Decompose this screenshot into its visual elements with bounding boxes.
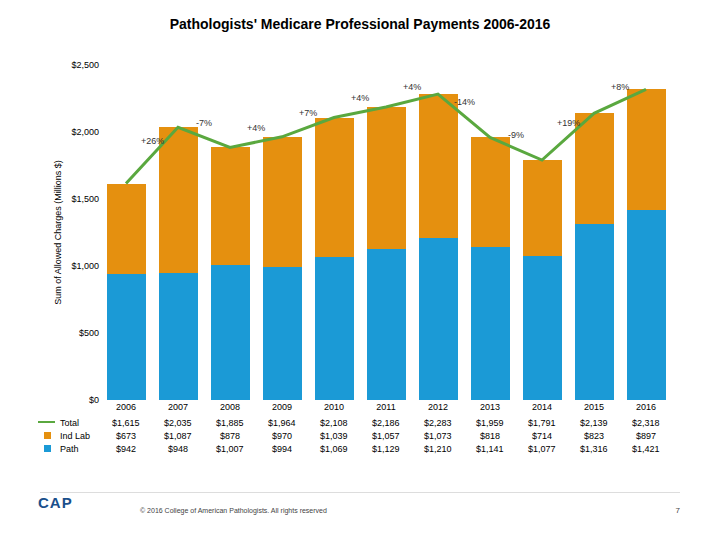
svg-text:2014: 2014 bbox=[532, 402, 552, 412]
svg-text:$2,500: $2,500 bbox=[71, 60, 99, 70]
svg-text:Total: Total bbox=[60, 418, 79, 428]
html-text:© 2016 College of American Pat: © 2016 College of American Pathologists.… bbox=[140, 507, 327, 514]
svg-text:-9%: -9% bbox=[508, 130, 524, 140]
svg-text:Path: Path bbox=[60, 444, 79, 454]
svg-text:2016: 2016 bbox=[636, 402, 656, 412]
svg-text:$2,139: $2,139 bbox=[580, 418, 608, 428]
svg-text:$1,077: $1,077 bbox=[528, 444, 556, 454]
svg-text:$1,210: $1,210 bbox=[424, 444, 452, 454]
svg-text:$2,035: $2,035 bbox=[164, 418, 192, 428]
svg-text:$1,073: $1,073 bbox=[424, 431, 452, 441]
svg-text:+4%: +4% bbox=[403, 82, 421, 92]
svg-text:$1,129: $1,129 bbox=[372, 444, 400, 454]
svg-text:2006: 2006 bbox=[116, 402, 136, 412]
svg-text:$1,141: $1,141 bbox=[476, 444, 504, 454]
svg-text:2008: 2008 bbox=[220, 402, 240, 412]
svg-text:$1,057: $1,057 bbox=[372, 431, 400, 441]
svg-text:2013: 2013 bbox=[480, 402, 500, 412]
svg-text:$942: $942 bbox=[116, 444, 136, 454]
svg-text:$673: $673 bbox=[116, 431, 136, 441]
svg-text:+7%: +7% bbox=[299, 108, 317, 118]
svg-text:$2,283: $2,283 bbox=[424, 418, 452, 428]
svg-text:+4%: +4% bbox=[351, 93, 369, 103]
svg-text:$994: $994 bbox=[272, 444, 292, 454]
svg-text:$970: $970 bbox=[272, 431, 292, 441]
svg-text:$1,964: $1,964 bbox=[268, 418, 296, 428]
svg-text:$1,791: $1,791 bbox=[528, 418, 556, 428]
svg-text:$1,069: $1,069 bbox=[320, 444, 348, 454]
svg-text:+8%: +8% bbox=[611, 82, 629, 92]
svg-text:$1,039: $1,039 bbox=[320, 431, 348, 441]
svg-text:$0: $0 bbox=[89, 395, 99, 405]
svg-text:$1,959: $1,959 bbox=[476, 418, 504, 428]
svg-text:$823: $823 bbox=[584, 431, 604, 441]
svg-text:$500: $500 bbox=[79, 328, 99, 338]
svg-text:$2,318: $2,318 bbox=[632, 418, 660, 428]
svg-text:$2,000: $2,000 bbox=[71, 127, 99, 137]
svg-text:2015: 2015 bbox=[584, 402, 604, 412]
svg-text:$1,087: $1,087 bbox=[164, 431, 192, 441]
svg-text:2011: 2011 bbox=[376, 402, 395, 412]
svg-text:Sum of Allowed Charges (Millio: Sum of Allowed Charges (Millions $) bbox=[53, 160, 63, 305]
svg-text:$2,186: $2,186 bbox=[372, 418, 400, 428]
svg-text:$1,421: $1,421 bbox=[632, 444, 660, 454]
svg-text:Pathologists' Medicare Profess: Pathologists' Medicare Professional Paym… bbox=[170, 16, 551, 32]
svg-text:$1,316: $1,316 bbox=[580, 444, 608, 454]
svg-text:+4%: +4% bbox=[247, 123, 265, 133]
svg-text:2007: 2007 bbox=[168, 402, 188, 412]
svg-text:$948: $948 bbox=[168, 444, 188, 454]
svg-text:-14%: -14% bbox=[454, 97, 475, 107]
svg-text:2009: 2009 bbox=[272, 402, 292, 412]
svg-text:$878: $878 bbox=[220, 431, 240, 441]
svg-text:$1,500: $1,500 bbox=[71, 194, 99, 204]
svg-text:$1,007: $1,007 bbox=[216, 444, 244, 454]
html-text:7: 7 bbox=[675, 506, 680, 515]
svg-text:+19%: +19% bbox=[557, 118, 580, 128]
svg-text:$1,000: $1,000 bbox=[71, 261, 99, 271]
svg-text:$2,108: $2,108 bbox=[320, 418, 348, 428]
svg-text:+26%: +26% bbox=[141, 136, 164, 146]
svg-text:$818: $818 bbox=[480, 431, 500, 441]
html-text:CAP: CAP bbox=[38, 494, 73, 511]
svg-text:$897: $897 bbox=[636, 431, 656, 441]
svg-text:$1,615: $1,615 bbox=[112, 418, 140, 428]
svg-text:$714: $714 bbox=[532, 431, 552, 441]
svg-text:2012: 2012 bbox=[428, 402, 448, 412]
svg-text:-7%: -7% bbox=[196, 118, 212, 128]
svg-text:2010: 2010 bbox=[324, 402, 344, 412]
svg-text:Ind Lab: Ind Lab bbox=[60, 431, 90, 441]
svg-text:$1,885: $1,885 bbox=[216, 418, 244, 428]
